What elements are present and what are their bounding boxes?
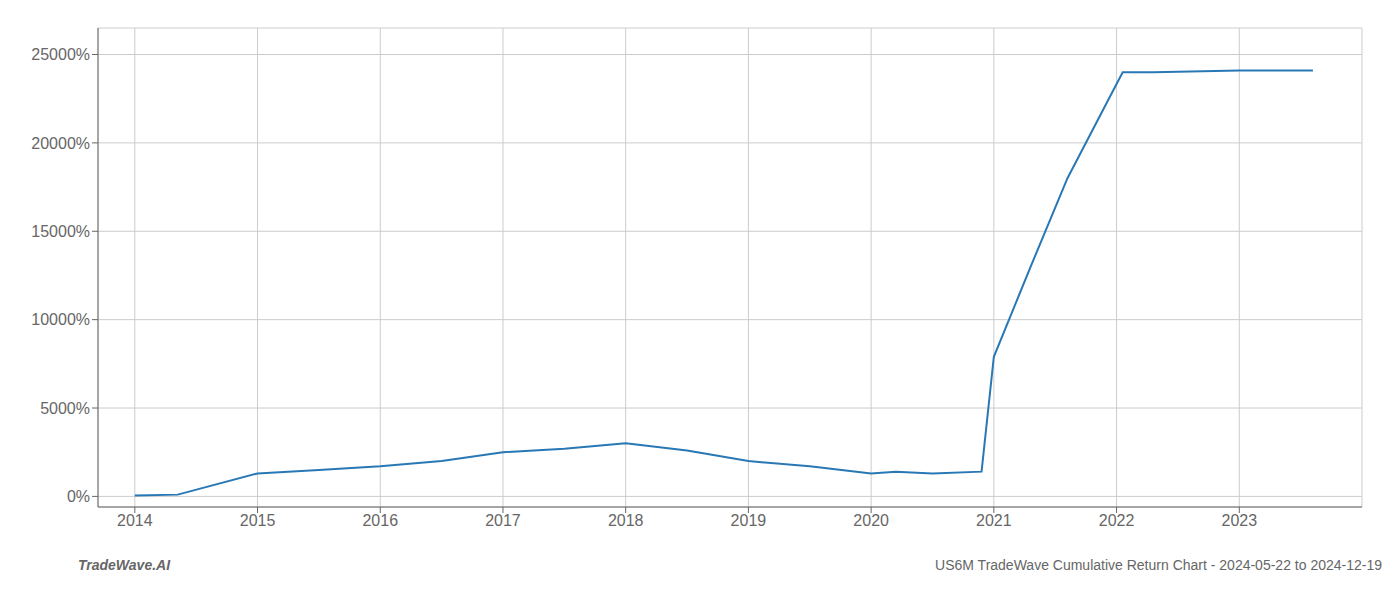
svg-text:2016: 2016 <box>362 512 398 529</box>
svg-text:2020: 2020 <box>853 512 889 529</box>
svg-text:20000%: 20000% <box>31 135 90 152</box>
svg-text:2023: 2023 <box>1221 512 1257 529</box>
svg-text:2018: 2018 <box>608 512 644 529</box>
svg-text:2017: 2017 <box>485 512 521 529</box>
html-text:US6M TradeWave Cumulative Retu: US6M TradeWave Cumulative Return Chart -… <box>935 557 1382 573</box>
svg-text:2014: 2014 <box>117 512 153 529</box>
svg-text:2021: 2021 <box>976 512 1012 529</box>
svg-text:25000%: 25000% <box>31 46 90 63</box>
svg-text:5000%: 5000% <box>40 400 90 417</box>
svg-text:2019: 2019 <box>731 512 767 529</box>
svg-text:2015: 2015 <box>240 512 276 529</box>
svg-text:10000%: 10000% <box>31 311 90 328</box>
svg-text:15000%: 15000% <box>31 223 90 240</box>
svg-text:0%: 0% <box>67 488 90 505</box>
html-text:TradeWave.AI: TradeWave.AI <box>78 557 171 573</box>
svg-text:2022: 2022 <box>1099 512 1135 529</box>
